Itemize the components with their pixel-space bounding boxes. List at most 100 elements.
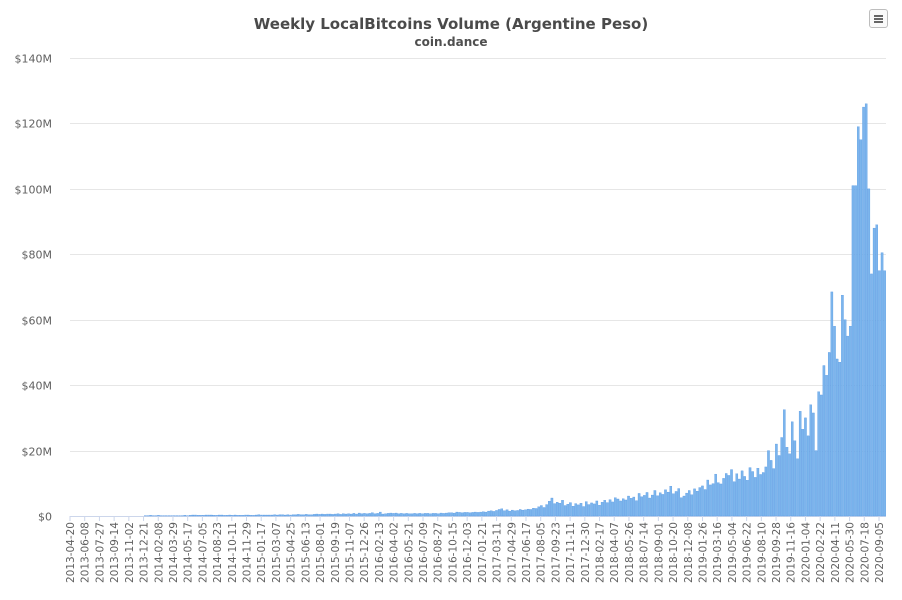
bar[interactable] — [585, 501, 588, 517]
bar[interactable] — [381, 513, 385, 517]
bar[interactable] — [452, 512, 456, 517]
bar[interactable] — [719, 483, 723, 517]
bar[interactable] — [857, 126, 860, 517]
bar[interactable] — [711, 483, 715, 517]
bar[interactable] — [384, 513, 387, 517]
bar[interactable] — [706, 479, 709, 517]
bar[interactable] — [405, 513, 408, 517]
bar[interactable] — [442, 513, 445, 517]
bar[interactable] — [320, 513, 324, 517]
bar[interactable] — [629, 498, 633, 517]
bar[interactable] — [859, 139, 863, 517]
bar[interactable] — [796, 458, 799, 517]
bar[interactable] — [389, 512, 393, 517]
bar[interactable] — [196, 515, 200, 517]
bar[interactable] — [603, 500, 606, 517]
bar[interactable] — [516, 510, 519, 517]
bar[interactable] — [455, 511, 459, 517]
bar[interactable] — [418, 513, 422, 517]
bar[interactable] — [368, 513, 371, 517]
bar[interactable] — [542, 507, 546, 517]
bar[interactable] — [302, 514, 305, 517]
bar[interactable] — [524, 509, 527, 517]
bar[interactable] — [231, 515, 234, 517]
bar[interactable] — [394, 512, 398, 517]
bar[interactable] — [732, 481, 736, 517]
bar[interactable] — [727, 475, 731, 517]
bar[interactable] — [500, 508, 503, 517]
bar[interactable] — [769, 460, 773, 517]
bar[interactable] — [674, 491, 678, 517]
bar[interactable] — [695, 490, 699, 517]
bar[interactable] — [870, 273, 873, 517]
bar[interactable] — [754, 477, 757, 517]
bar[interactable] — [310, 514, 313, 517]
bar[interactable] — [519, 509, 522, 517]
bar[interactable] — [468, 512, 472, 517]
bar[interactable] — [645, 492, 649, 517]
bar[interactable] — [658, 492, 662, 517]
bar[interactable] — [690, 494, 694, 517]
chart-menu-button[interactable] — [869, 9, 888, 28]
bar[interactable] — [735, 473, 739, 517]
bar[interactable] — [809, 404, 812, 517]
bar[interactable] — [751, 471, 754, 517]
bar[interactable] — [410, 513, 414, 517]
bar[interactable] — [793, 440, 797, 517]
bar[interactable] — [194, 514, 197, 517]
bar[interactable] — [429, 513, 432, 517]
bar[interactable] — [582, 506, 585, 517]
bar[interactable] — [611, 501, 614, 517]
bar[interactable] — [648, 497, 651, 517]
bar[interactable] — [212, 515, 216, 517]
bar[interactable] — [664, 489, 667, 517]
bar[interactable] — [595, 500, 599, 517]
bar[interactable] — [503, 510, 506, 517]
bar[interactable] — [627, 495, 630, 517]
bar[interactable] — [632, 496, 636, 517]
bar[interactable] — [336, 513, 340, 517]
bar[interactable] — [772, 468, 775, 517]
bar[interactable] — [722, 478, 725, 517]
bar[interactable] — [371, 512, 374, 517]
bar[interactable] — [635, 500, 638, 517]
bar[interactable] — [600, 502, 604, 517]
bar[interactable] — [236, 515, 239, 517]
bar[interactable] — [328, 513, 332, 517]
bar[interactable] — [482, 511, 485, 517]
bar[interactable] — [484, 511, 488, 517]
bar[interactable] — [653, 490, 657, 517]
bar[interactable] — [283, 514, 287, 517]
bar[interactable] — [864, 103, 868, 517]
bar[interactable] — [780, 437, 783, 517]
bar[interactable] — [791, 421, 794, 517]
bar[interactable] — [651, 494, 654, 517]
bar[interactable] — [294, 514, 298, 517]
bar[interactable] — [495, 510, 498, 517]
bar[interactable] — [669, 486, 673, 517]
bar[interactable] — [846, 335, 849, 517]
bar[interactable] — [479, 511, 482, 517]
bar[interactable] — [492, 511, 496, 517]
bar[interactable] — [273, 514, 276, 517]
bar[interactable] — [431, 513, 435, 517]
bar[interactable] — [331, 514, 334, 517]
bar[interactable] — [592, 503, 596, 517]
bar[interactable] — [334, 513, 337, 517]
bar[interactable] — [183, 515, 187, 517]
bar[interactable] — [537, 506, 540, 517]
bar[interactable] — [511, 509, 514, 517]
bar[interactable] — [643, 495, 646, 517]
bar[interactable] — [640, 496, 643, 517]
bar[interactable] — [157, 515, 160, 517]
bar[interactable] — [555, 502, 559, 517]
bar[interactable] — [756, 468, 760, 517]
bar[interactable] — [529, 509, 533, 517]
bar[interactable] — [624, 499, 628, 517]
bar[interactable] — [571, 506, 575, 517]
bar[interactable] — [439, 512, 443, 517]
bar[interactable] — [730, 469, 733, 517]
bar[interactable] — [352, 513, 356, 517]
bar[interactable] — [830, 291, 834, 517]
bar[interactable] — [827, 352, 831, 517]
